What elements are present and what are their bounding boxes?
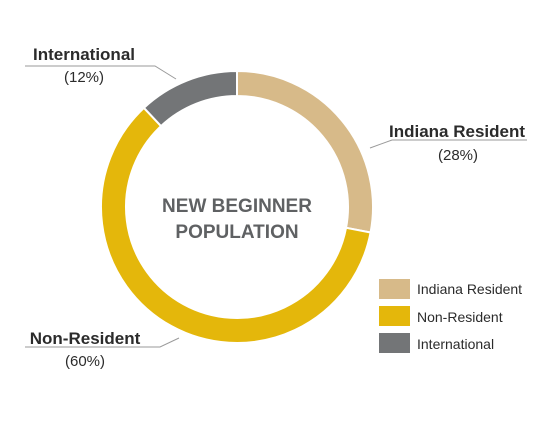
slice-international	[142, 69, 238, 128]
leader-line-non-resident	[25, 337, 180, 348]
legend-swatch-international	[379, 333, 410, 353]
label-international: International (12%)	[33, 45, 135, 86]
legend-swatch-non-resident	[379, 306, 410, 326]
label-non-resident-percent: (60%)	[65, 353, 105, 370]
legend-label-indiana-resident: Indiana Resident	[417, 281, 522, 297]
slice-non-resident	[100, 106, 372, 344]
label-indiana-resident-percent: (28%)	[438, 147, 478, 164]
center-title: NEW BEGINNER POPULATION	[162, 196, 312, 243]
label-non-resident: Non-Resident (60%)	[30, 329, 141, 370]
label-indiana-resident: Indiana Resident (28%)	[389, 122, 525, 164]
legend-label-non-resident: Non-Resident	[417, 309, 503, 325]
label-international-percent: (12%)	[64, 69, 104, 86]
legend-label-international: International	[417, 336, 494, 352]
legend: Indiana Resident Non-Resident Internatio…	[379, 279, 522, 353]
center-title-line-2: POPULATION	[175, 222, 298, 243]
label-non-resident-name: Non-Resident	[30, 329, 141, 348]
leader-line-indiana-resident	[369, 139, 527, 149]
label-indiana-resident-name: Indiana Resident	[389, 122, 525, 141]
center-title-line-1: NEW BEGINNER	[162, 196, 312, 217]
slices-layer	[100, 69, 374, 344]
label-international-name: International	[33, 45, 135, 64]
leader-line-international	[25, 65, 177, 80]
leader-lines-layer	[25, 65, 527, 348]
legend-swatch-indiana-resident	[379, 279, 410, 299]
